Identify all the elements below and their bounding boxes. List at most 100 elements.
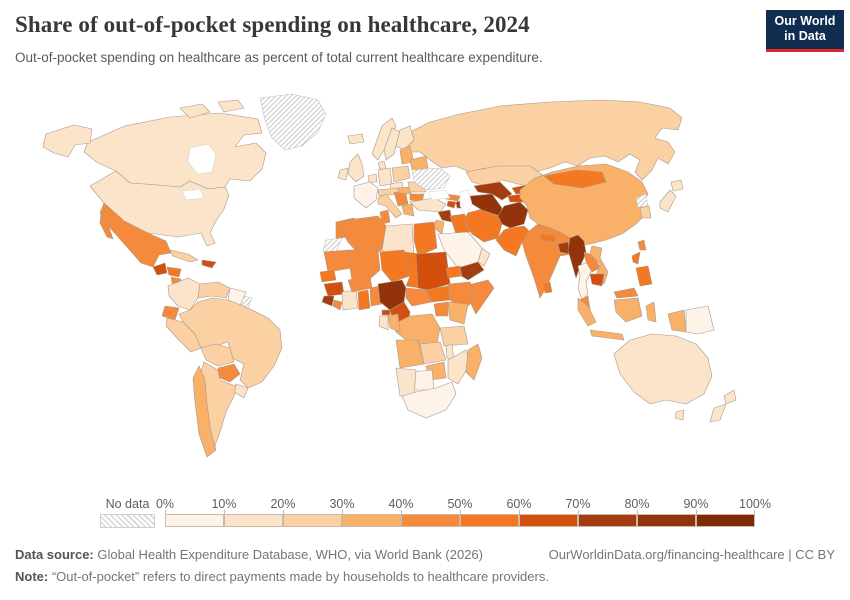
legend-no-data-swatch[interactable] <box>100 514 155 528</box>
country-tanzania[interactable]: Tanzania <box>439 325 469 347</box>
legend-tick-mark <box>165 510 166 514</box>
country-ukraine[interactable]: Ukraine <box>411 167 451 191</box>
country-uzbekistan[interactable]: Uzbekistan <box>473 181 513 201</box>
legend-tick-label: 10% <box>211 497 237 511</box>
country-gabon[interactable]: Gabon <box>378 315 389 331</box>
country-tunisia[interactable]: Tunisia <box>379 209 391 225</box>
country-cambodia[interactable]: Cambodia <box>589 273 605 287</box>
country-iceland[interactable]: Iceland <box>347 133 365 145</box>
country-indonesia[interactable]: Indonesia <box>577 297 687 341</box>
country-poland[interactable]: Poland <box>391 165 411 183</box>
country-liberia[interactable]: Liberia <box>332 299 343 311</box>
legend-tick-label: 60% <box>506 497 532 511</box>
country-nepal[interactable]: Nepal <box>539 233 557 243</box>
country-papua_new_guinea[interactable]: Papua New Guinea <box>685 305 715 335</box>
country-uganda[interactable]: Uganda <box>433 301 449 317</box>
country-russia[interactable]: Russia <box>397 99 683 181</box>
country-oman[interactable]: Oman <box>477 247 491 267</box>
footer-link[interactable]: OurWorldinData.org/financing-healthcare … <box>548 547 835 562</box>
country-brazil[interactable]: Brazil <box>178 297 283 389</box>
country-senegal[interactable]: Senegal <box>319 269 337 283</box>
country-ivory_coast[interactable]: Côte d'Ivoire <box>341 289 359 311</box>
country-greenland[interactable]: Greenland <box>259 93 327 151</box>
legend-bin-90-100%[interactable] <box>696 514 755 527</box>
legend-bin-50-60%[interactable] <box>460 514 519 527</box>
country-philippines[interactable]: Philippines <box>631 251 653 287</box>
legend-tick-mark <box>637 510 638 514</box>
country-central_african_republic[interactable]: Central African Republic <box>405 287 433 307</box>
legend-bin-40-50%[interactable] <box>401 514 460 527</box>
country-china[interactable]: China <box>519 163 649 247</box>
country-mongolia[interactable]: Mongolia <box>543 169 607 189</box>
legend-tick-mark <box>342 510 343 514</box>
country-colombia[interactable]: Colombia <box>167 277 201 311</box>
country-sierra_leone[interactable]: Sierra Leone <box>321 295 335 307</box>
country-egypt[interactable]: Egypt <box>413 221 438 257</box>
country-armenia[interactable]: Armenia <box>446 200 457 209</box>
legend-bin-80-90%[interactable] <box>637 514 696 527</box>
country-mauritania[interactable]: Mauritania <box>323 249 353 273</box>
country-western_sahara[interactable]: Western Sahara <box>322 237 343 253</box>
footer-note: Note: “Out-of-pocket” refers to direct p… <box>15 569 549 584</box>
country-burkina_faso[interactable]: Burkina Faso <box>347 275 373 293</box>
country-paraguay[interactable]: Paraguay <box>217 363 241 383</box>
country-south_korea[interactable]: South Korea <box>639 205 652 219</box>
legend-bin-30-40%[interactable] <box>342 514 401 527</box>
legend-bin-10-20%[interactable] <box>224 514 283 527</box>
country-equatorial_guinea[interactable]: Equatorial Guinea <box>381 309 391 316</box>
legend-bin-60-70%[interactable] <box>519 514 578 527</box>
world-map: RussiaCanadaCanadian Arctic IslandsGreen… <box>30 92 820 492</box>
country-chile[interactable]: Chile <box>192 365 217 458</box>
legend-bin-0-10%[interactable] <box>165 514 224 527</box>
legend-no-data[interactable]: No data <box>100 497 155 528</box>
country-sri_lanka[interactable]: Sri Lanka <box>543 281 553 294</box>
country-honduras[interactable]: Honduras <box>166 266 182 278</box>
country-israel_jordan[interactable]: Israel / Jordan <box>433 219 445 235</box>
country-belarus[interactable]: Belarus <box>409 155 429 171</box>
country-arctic_islands[interactable]: Canadian Arctic Islands <box>179 99 245 119</box>
country-taiwan[interactable]: Taiwan <box>637 239 647 251</box>
country-turkey[interactable]: Turkey <box>409 197 447 213</box>
country-kenya[interactable]: Kenya <box>447 301 469 325</box>
country-afghanistan[interactable]: Afghanistan <box>497 201 529 229</box>
footer-note-text: “Out-of-pocket” refers to direct payment… <box>48 569 549 584</box>
country-south_africa[interactable]: South Africa <box>401 381 457 419</box>
country-madagascar[interactable]: Madagascar <box>465 343 483 381</box>
legend-bin-20-30%[interactable] <box>283 514 342 527</box>
country-germany[interactable]: Germany <box>377 167 393 187</box>
legend-bin-70-80%[interactable] <box>578 514 637 527</box>
country-denmark[interactable]: Denmark <box>377 160 387 170</box>
country-ecuador[interactable]: Ecuador <box>161 305 180 321</box>
country-cuba[interactable]: Cuba <box>169 249 199 263</box>
country-mozambique[interactable]: Mozambique <box>447 349 471 385</box>
country-italy[interactable]: Italy <box>377 193 403 219</box>
country-haiti_dr[interactable]: Haiti / Dominican Republic <box>201 259 217 269</box>
country-balkans[interactable]: Western Balkans <box>393 191 409 207</box>
country-norway[interactable]: Norway <box>371 117 397 161</box>
country-guatemala[interactable]: Guatemala <box>152 262 168 276</box>
country-benelux[interactable]: Belgium / Netherlands <box>367 173 378 183</box>
country-mexico[interactable]: Mexico <box>99 202 172 268</box>
country-congo[interactable]: Congo <box>387 313 401 333</box>
country-niger[interactable]: Niger <box>379 249 411 283</box>
country-zambia[interactable]: Zambia <box>419 341 447 365</box>
country-new_zealand[interactable]: New Zealand <box>709 389 737 423</box>
country-japan[interactable]: Japan <box>659 179 684 213</box>
country-somalia[interactable]: Somalia <box>469 279 495 315</box>
country-france[interactable]: France <box>353 181 379 209</box>
country-greece[interactable]: Greece <box>401 203 415 217</box>
country-alaska[interactable]: Alaska (United States) <box>42 124 93 158</box>
country-ghana[interactable]: Ghana <box>357 289 371 311</box>
footer-source-label: Data source: <box>15 547 94 562</box>
owid-logo[interactable]: Our World in Data <box>766 10 844 52</box>
country-australia[interactable]: Australia <box>613 333 713 421</box>
country-bolivia[interactable]: Bolivia <box>200 343 235 367</box>
country-guinea[interactable]: Guinea <box>323 281 345 297</box>
country-uk[interactable]: United Kingdom <box>347 153 365 183</box>
country-india[interactable]: India <box>521 223 577 299</box>
country-eritrea[interactable]: Eritrea <box>445 265 463 279</box>
country-venezuela[interactable]: Venezuela <box>197 281 231 299</box>
footer-note-label: Note: <box>15 569 49 584</box>
country-ireland[interactable]: Ireland <box>337 167 349 181</box>
country-sudan[interactable]: Sudan <box>415 251 451 291</box>
